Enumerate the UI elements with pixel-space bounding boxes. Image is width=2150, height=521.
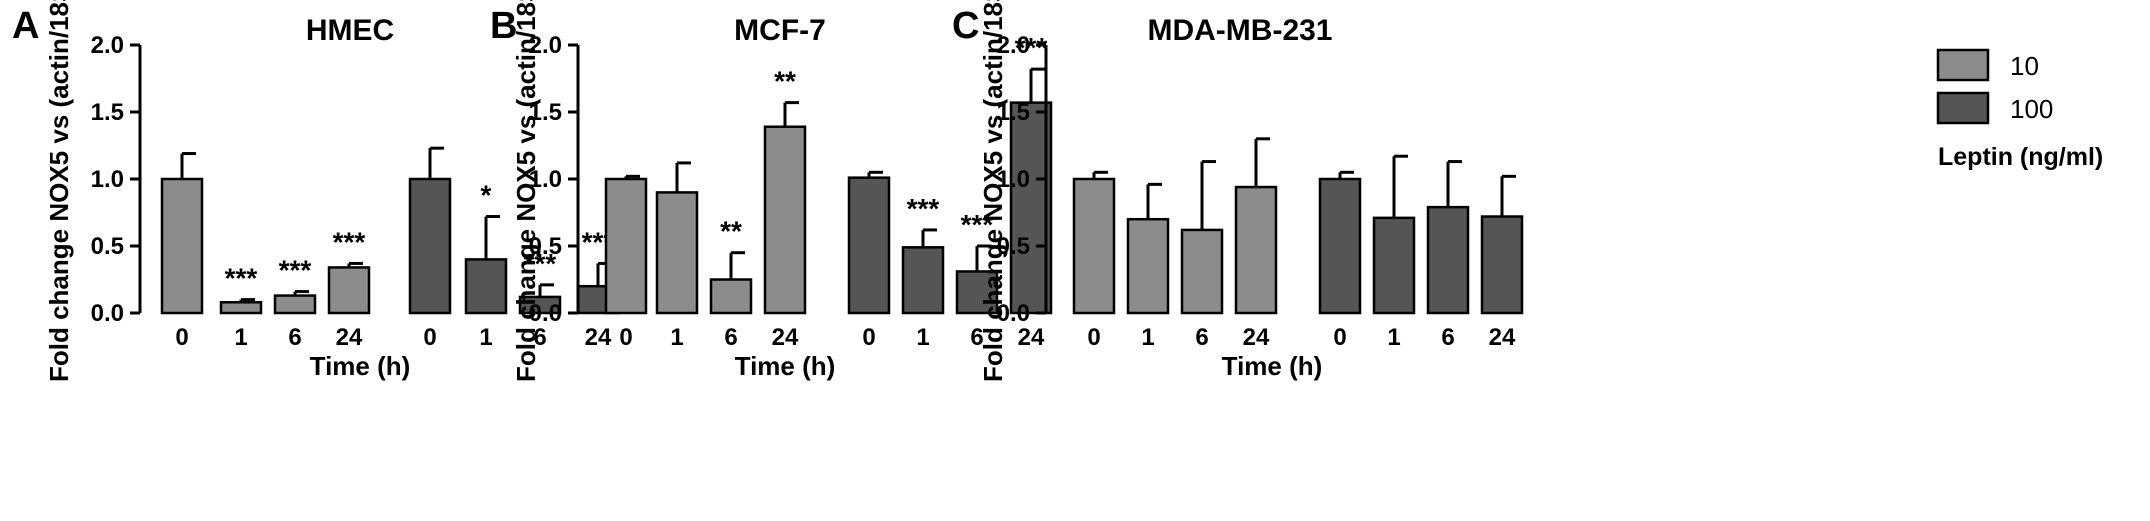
x-tick-label: 1 xyxy=(670,324,683,351)
y-tick-label: 0.0 xyxy=(997,300,1030,327)
y-axis-label: Fold change NOX5 vs (actin/18S) xyxy=(44,0,74,382)
significance-label: *** xyxy=(524,248,557,279)
x-tick-label: 24 xyxy=(1018,324,1045,351)
bar-10-6 xyxy=(273,294,317,315)
x-tick-label: 24 xyxy=(585,324,612,351)
x-tick-label: 24 xyxy=(1243,324,1270,351)
bar-100-24 xyxy=(1480,215,1524,315)
x-tick-label: 1 xyxy=(1387,324,1400,351)
y-tick-label: 0.5 xyxy=(91,233,124,260)
y-tick-label: 2.0 xyxy=(91,32,124,59)
y-tick-label: 1.5 xyxy=(997,99,1030,126)
y-tick-label: 0.5 xyxy=(529,233,562,260)
bar-10-0 xyxy=(604,177,648,315)
bar-10-1 xyxy=(655,191,699,315)
y-tick-label: 0.5 xyxy=(997,233,1030,260)
legend-swatch-10 xyxy=(1936,48,1990,82)
x-axis-label: Time (h) xyxy=(735,351,836,381)
bar-100-6 xyxy=(955,270,999,315)
bar-10-24 xyxy=(327,266,371,315)
significance-label: ** xyxy=(774,66,796,97)
legend-label-10: 10 xyxy=(2010,51,2039,81)
x-tick-label: 6 xyxy=(533,324,546,351)
x-tick-label: 0 xyxy=(1333,324,1346,351)
x-tick-label: 0 xyxy=(862,324,875,351)
bar-100-1 xyxy=(1372,216,1416,315)
y-tick-label: 1.0 xyxy=(91,166,124,193)
significance-label: ** xyxy=(720,216,742,247)
y-tick-label: 2.0 xyxy=(529,32,562,59)
x-tick-label: 1 xyxy=(916,324,929,351)
bar-10-24 xyxy=(763,125,807,315)
y-tick-label: 0.0 xyxy=(529,300,562,327)
significance-label: *** xyxy=(907,193,940,224)
bar-100-1 xyxy=(901,246,945,315)
y-tick-label: 1.5 xyxy=(91,99,124,126)
y-tick-label: 2.0 xyxy=(997,32,1030,59)
x-tick-label: 6 xyxy=(724,324,737,351)
bar-10-6 xyxy=(709,278,753,315)
x-tick-label: 0 xyxy=(619,324,632,351)
bar-10-1 xyxy=(219,301,263,315)
x-tick-label: 6 xyxy=(1195,324,1208,351)
x-tick-label: 6 xyxy=(970,324,983,351)
x-tick-label: 0 xyxy=(1087,324,1100,351)
significance-label: * xyxy=(481,180,492,211)
legend-label-100: 100 xyxy=(2010,94,2053,124)
panel-letter: A xyxy=(12,5,39,47)
y-axis-label: Fold change NOX5 vs (actin/18S) xyxy=(511,0,541,382)
significance-label: *** xyxy=(1015,32,1048,63)
legend-swatch-100 xyxy=(1936,91,1990,125)
panel-letter: C xyxy=(952,5,979,47)
bar-100-0 xyxy=(847,176,891,315)
x-tick-label: 24 xyxy=(336,324,363,351)
x-tick-label: 6 xyxy=(1441,324,1454,351)
bar-100-6 xyxy=(518,295,562,315)
bar-10-1 xyxy=(1126,217,1170,315)
significance-label: *** xyxy=(333,226,366,257)
x-tick-label: 24 xyxy=(1489,324,1516,351)
significance-label: *** xyxy=(225,263,258,294)
chart-title: MCF-7 xyxy=(734,14,826,47)
x-tick-label: 1 xyxy=(1141,324,1154,351)
y-tick-label: 1.0 xyxy=(997,166,1030,193)
y-axis-label: Fold change NOX5 vs (actin/18S) xyxy=(978,0,1008,382)
x-tick-label: 6 xyxy=(288,324,301,351)
y-tick-label: 1.5 xyxy=(529,99,562,126)
significance-label: *** xyxy=(961,209,994,240)
panel-letter: B xyxy=(490,5,517,47)
significance-label: *** xyxy=(279,255,312,286)
x-tick-label: 0 xyxy=(175,324,188,351)
legend-title: Leptin (ng/ml) xyxy=(1938,143,2103,171)
bar-100-6 xyxy=(1426,205,1470,315)
x-tick-label: 1 xyxy=(479,324,492,351)
bar-10-6 xyxy=(1180,228,1224,315)
x-tick-label: 1 xyxy=(234,324,247,351)
y-tick-label: 1.0 xyxy=(529,166,562,193)
x-tick-label: 0 xyxy=(423,324,436,351)
bar-10-0 xyxy=(1072,177,1116,315)
bar-100-1 xyxy=(464,258,508,315)
bar-100-24 xyxy=(1009,101,1053,315)
chart-title: HMEC xyxy=(306,14,394,47)
y-tick-label: 0.0 xyxy=(91,300,124,327)
legend: 10 100 Leptin (ng/ml) xyxy=(1936,48,2103,171)
bar-100-0 xyxy=(1318,177,1362,315)
x-axis-label: Time (h) xyxy=(310,351,411,381)
chart-title: MDA-MB-231 xyxy=(1147,14,1332,47)
x-axis-label: Time (h) xyxy=(1222,351,1323,381)
bar-100-0 xyxy=(408,177,452,315)
bar-10-0 xyxy=(160,177,204,315)
bar-10-24 xyxy=(1234,185,1278,315)
x-tick-label: 24 xyxy=(772,324,799,351)
